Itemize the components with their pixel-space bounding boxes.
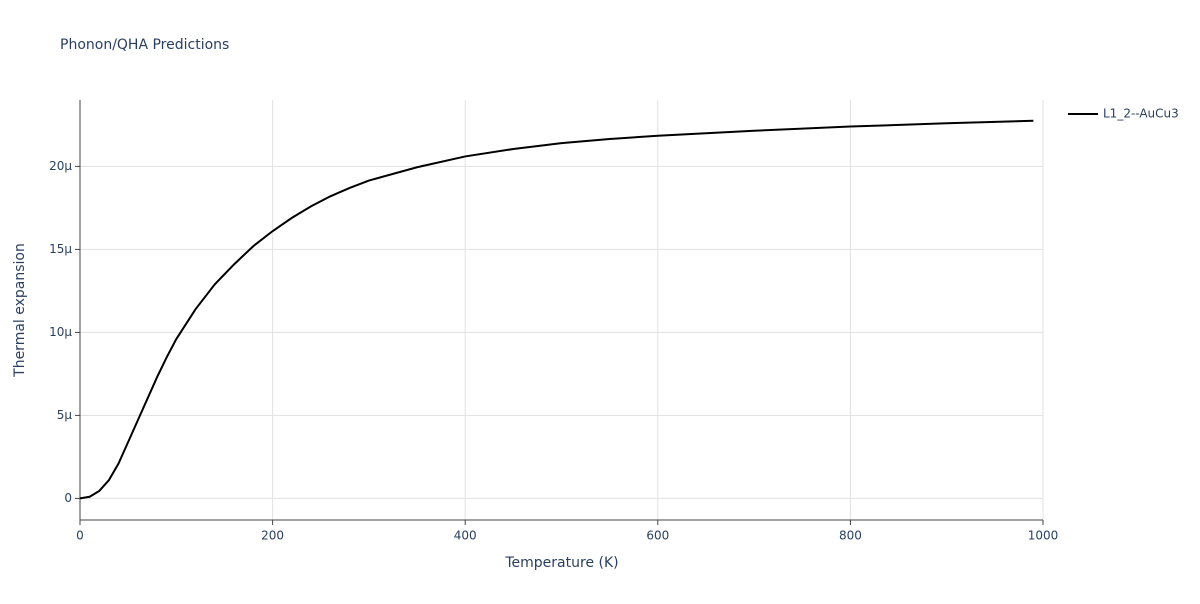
x-tick-label: 200: [261, 529, 284, 543]
y-tick-label: 5μ: [57, 408, 73, 422]
y-tick-label: 0: [64, 491, 72, 505]
line-series: [79, 119, 1034, 500]
y-tick-label: 10μ: [49, 325, 72, 339]
x-tick-label: 400: [454, 529, 477, 543]
x-tick-label: 0: [76, 529, 84, 543]
y-tick-label: 20μ: [49, 159, 72, 173]
x-tick-label: 800: [839, 529, 862, 543]
x-tick-label: 600: [646, 529, 669, 543]
y-tick-label: 15μ: [49, 242, 72, 256]
x-tick-label: 1000: [1028, 529, 1059, 543]
x-axis-label: Temperature (K): [504, 555, 618, 571]
y-axis-label: Thermal expansion: [12, 243, 28, 378]
legend-label: L1_2--AuCu3: [1103, 107, 1179, 121]
chart-title: Phonon/QHA Predictions: [60, 37, 229, 53]
